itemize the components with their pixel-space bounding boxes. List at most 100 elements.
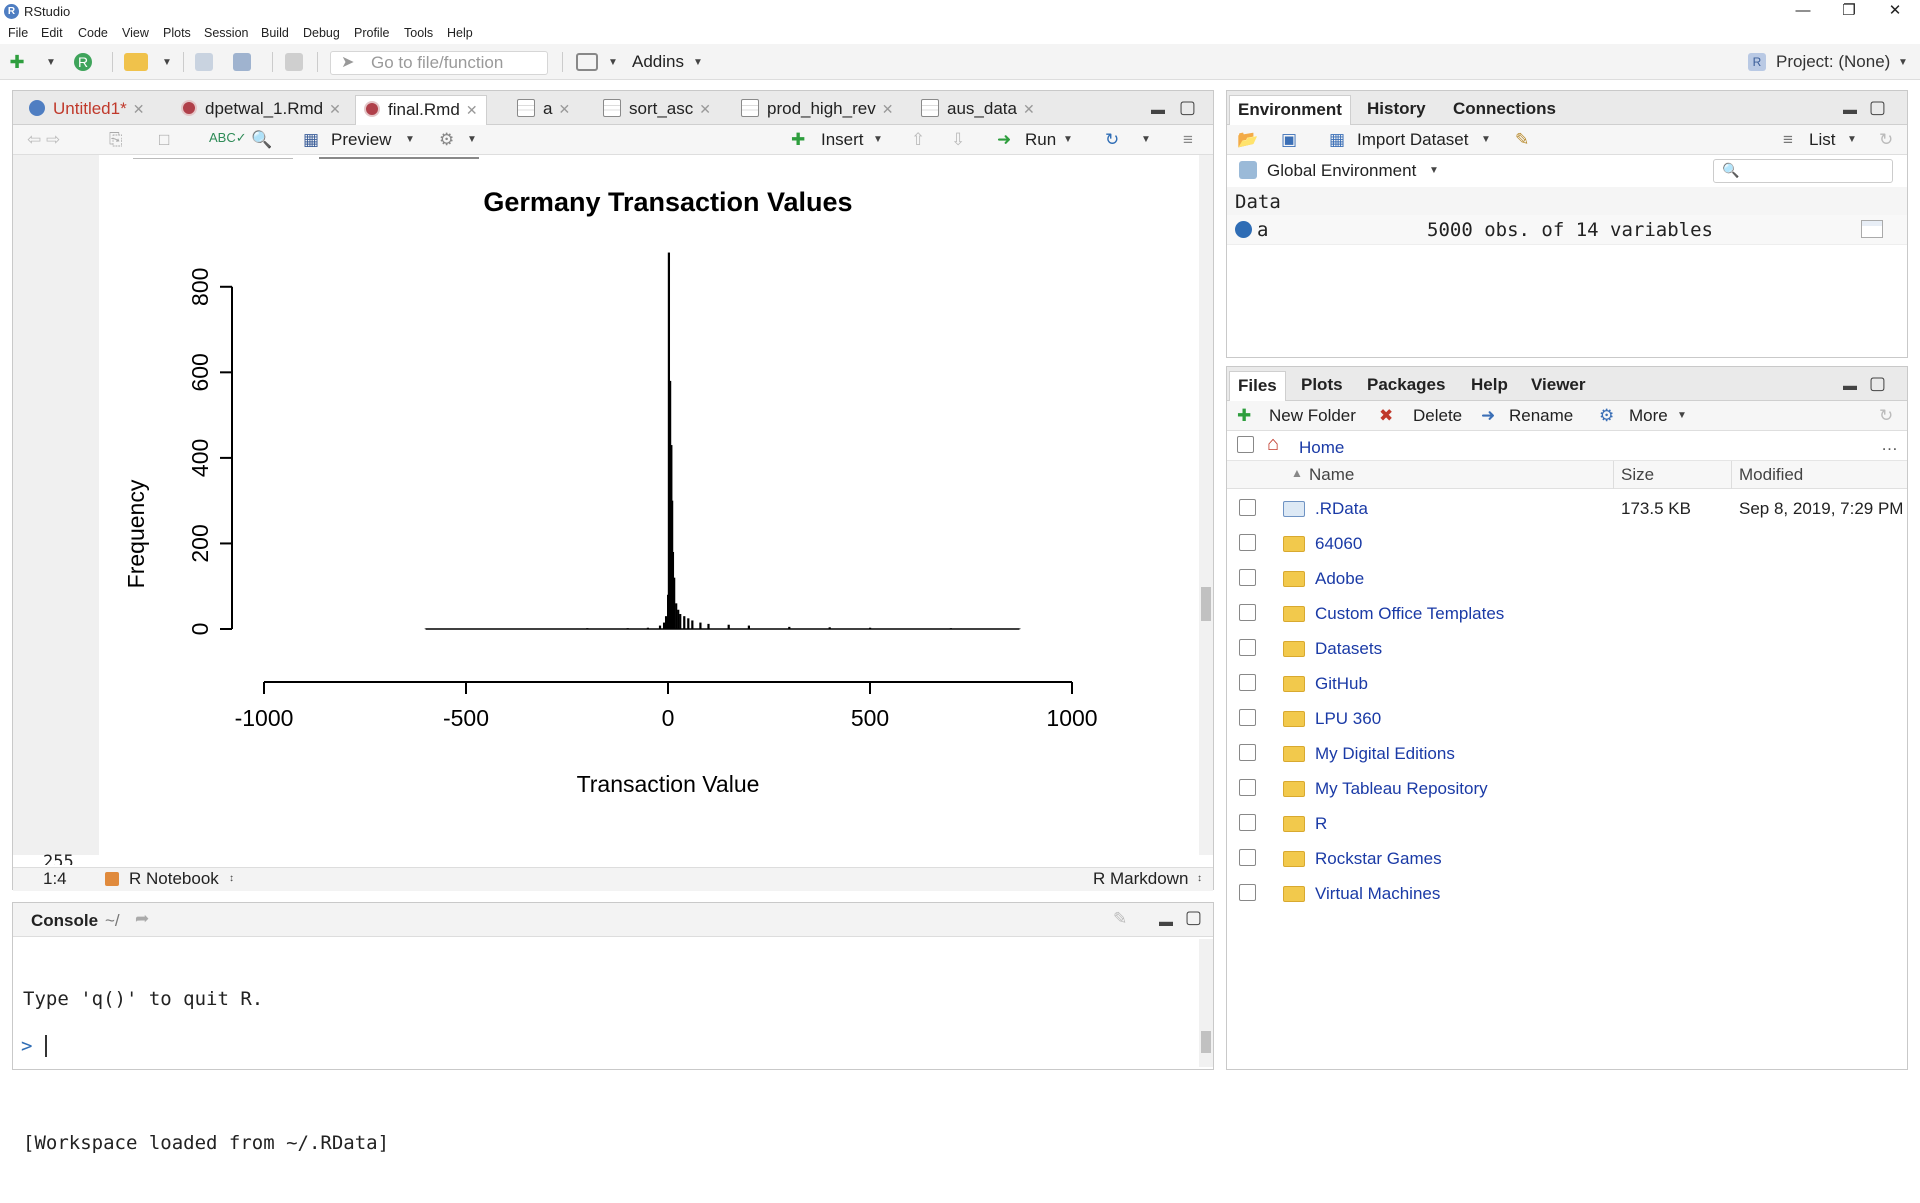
file-checkbox[interactable]	[1239, 639, 1256, 656]
load-workspace-icon[interactable]: 📂	[1237, 130, 1259, 149]
minimize-pane-icon[interactable]: ▬	[1843, 377, 1857, 393]
print-icon[interactable]	[285, 53, 303, 71]
source-scrollbar[interactable]	[1199, 155, 1213, 855]
expand-icon[interactable]	[1235, 221, 1252, 238]
menu-tools[interactable]: Tools	[404, 26, 434, 40]
broom-icon[interactable]: ✎	[1515, 130, 1530, 149]
home-icon[interactable]: ⌂	[1267, 433, 1280, 455]
menu-plots[interactable]: Plots	[163, 26, 191, 40]
new-folder-button[interactable]: New Folder	[1269, 406, 1356, 425]
console-tab[interactable]: Console	[31, 911, 99, 930]
console-input[interactable]	[45, 1035, 47, 1057]
file-row[interactable]: R	[1227, 806, 1897, 841]
chevron-down-icon[interactable]: ▼	[405, 134, 415, 145]
file-row[interactable]: .RData 173.5 KB Sep 8, 2019, 7:29 PM	[1227, 491, 1903, 526]
scrollbar-thumb[interactable]	[1201, 1031, 1211, 1053]
tab-connections[interactable]: Connections	[1453, 99, 1556, 118]
file-checkbox[interactable]	[1239, 849, 1256, 866]
close-icon[interactable]: ✕	[558, 101, 571, 117]
gear-icon[interactable]: ⚙	[439, 130, 455, 149]
file-row[interactable]: Adobe	[1227, 561, 1897, 596]
tab-files[interactable]: Files	[1229, 371, 1286, 401]
open-folder-icon[interactable]	[124, 53, 148, 71]
sort-ascending-icon[interactable]: ▲	[1291, 466, 1303, 480]
menu-debug[interactable]: Debug	[303, 26, 340, 40]
show-in-window-icon[interactable]: ⎘	[109, 130, 123, 149]
close-icon[interactable]: ✕	[132, 101, 145, 117]
chevron-down-icon[interactable]: ▼	[1847, 134, 1857, 145]
menu-edit[interactable]: Edit	[41, 26, 63, 40]
save-all-icon[interactable]	[233, 53, 251, 71]
file-name[interactable]: Virtual Machines	[1315, 884, 1441, 903]
rename-button[interactable]: Rename	[1509, 406, 1574, 425]
file-name[interactable]: 64060	[1315, 534, 1363, 553]
addins-menu[interactable]: Addins	[632, 52, 684, 71]
file-row[interactable]: My Digital Editions	[1227, 736, 1897, 771]
environment-row[interactable]: a 5000 obs. of 14 variables	[1227, 215, 1907, 245]
tab-final-rmd[interactable]: final.Rmd ✕	[355, 95, 487, 125]
file-checkbox[interactable]	[1239, 674, 1256, 691]
chevron-down-icon[interactable]: ▼	[1677, 410, 1687, 421]
chevron-down-icon[interactable]: ▼	[1429, 165, 1439, 176]
file-name[interactable]: .RData	[1315, 499, 1368, 518]
file-row[interactable]: Virtual Machines	[1227, 876, 1897, 911]
tab-environment[interactable]: Environment	[1229, 95, 1351, 125]
share-icon[interactable]: ➦	[135, 909, 150, 928]
chevron-down-icon[interactable]: ▼	[693, 57, 703, 68]
maximize-pane-icon[interactable]: ▢	[1185, 907, 1203, 927]
menu-profile[interactable]: Profile	[354, 26, 390, 40]
minimize-window-button[interactable]: —	[1795, 2, 1811, 19]
chevron-down-icon[interactable]: ▼	[608, 57, 618, 68]
file-name[interactable]: Datasets	[1315, 639, 1383, 658]
chevron-down-icon[interactable]: ▼	[1481, 134, 1491, 145]
close-icon[interactable]: ✕	[1022, 101, 1035, 117]
minimize-pane-icon[interactable]: ▬	[1159, 913, 1173, 929]
close-icon[interactable]: ✕	[329, 101, 341, 117]
file-name[interactable]: LPU 360	[1315, 709, 1382, 728]
file-row[interactable]: My Tableau Repository	[1227, 771, 1897, 806]
column-name[interactable]: Name	[1309, 465, 1355, 484]
outline-icon[interactable]: ≡	[1183, 130, 1193, 149]
close-icon[interactable]: ✕	[881, 101, 894, 117]
menu-build[interactable]: Build	[261, 26, 289, 40]
column-size[interactable]: Size	[1621, 465, 1655, 484]
file-name[interactable]: Custom Office Templates	[1315, 604, 1505, 623]
mode-selector[interactable]: R Markdown	[1093, 869, 1189, 888]
list-view-button[interactable]: List	[1809, 130, 1836, 149]
menu-code[interactable]: Code	[78, 26, 108, 40]
file-name[interactable]: Rockstar Games	[1315, 849, 1442, 868]
file-name[interactable]: R	[1315, 814, 1328, 833]
minimize-pane-icon[interactable]: ▬	[1843, 101, 1857, 117]
file-checkbox[interactable]	[1239, 499, 1256, 516]
preview-button[interactable]: Preview	[331, 130, 392, 149]
insert-button[interactable]: Insert	[821, 130, 864, 149]
file-name[interactable]: GitHub	[1315, 674, 1368, 693]
file-row[interactable]: LPU 360	[1227, 701, 1897, 736]
more-button[interactable]: More	[1629, 406, 1668, 425]
tab-history[interactable]: History	[1367, 99, 1426, 118]
file-row[interactable]: Datasets	[1227, 631, 1897, 666]
grid-layout-icon[interactable]	[576, 53, 598, 71]
file-checkbox[interactable]	[1239, 744, 1256, 761]
tab-viewer[interactable]: Viewer	[1531, 375, 1586, 394]
chevron-down-icon[interactable]: ▼	[162, 57, 172, 68]
tab-sort-asc[interactable]: sort_asc ✕	[595, 95, 719, 125]
minimize-pane-icon[interactable]: ▬	[1151, 101, 1165, 117]
chevron-updown-icon[interactable]: ↕	[229, 873, 234, 884]
maximize-pane-icon[interactable]: ▢	[1869, 97, 1887, 117]
file-checkbox[interactable]	[1239, 884, 1256, 901]
file-checkbox[interactable]	[1239, 814, 1256, 831]
console-scrollbar[interactable]	[1199, 939, 1213, 1067]
chevron-down-icon[interactable]: ▼	[1063, 134, 1073, 145]
broom-icon[interactable]: ✎	[1113, 909, 1128, 928]
tab-packages[interactable]: Packages	[1367, 375, 1446, 394]
close-icon[interactable]: ✕	[465, 102, 478, 118]
run-button[interactable]: Run	[1025, 130, 1057, 149]
back-icon[interactable]: ⇦ ⇨	[27, 130, 61, 149]
chevron-updown-icon[interactable]: ↕	[1197, 873, 1202, 884]
chevron-down-icon[interactable]: ▼	[46, 57, 56, 68]
column-modified[interactable]: Modified	[1739, 465, 1804, 484]
doc-type-selector[interactable]: R Notebook	[129, 869, 219, 888]
file-name[interactable]: My Digital Editions	[1315, 744, 1455, 763]
file-checkbox[interactable]	[1239, 534, 1256, 551]
